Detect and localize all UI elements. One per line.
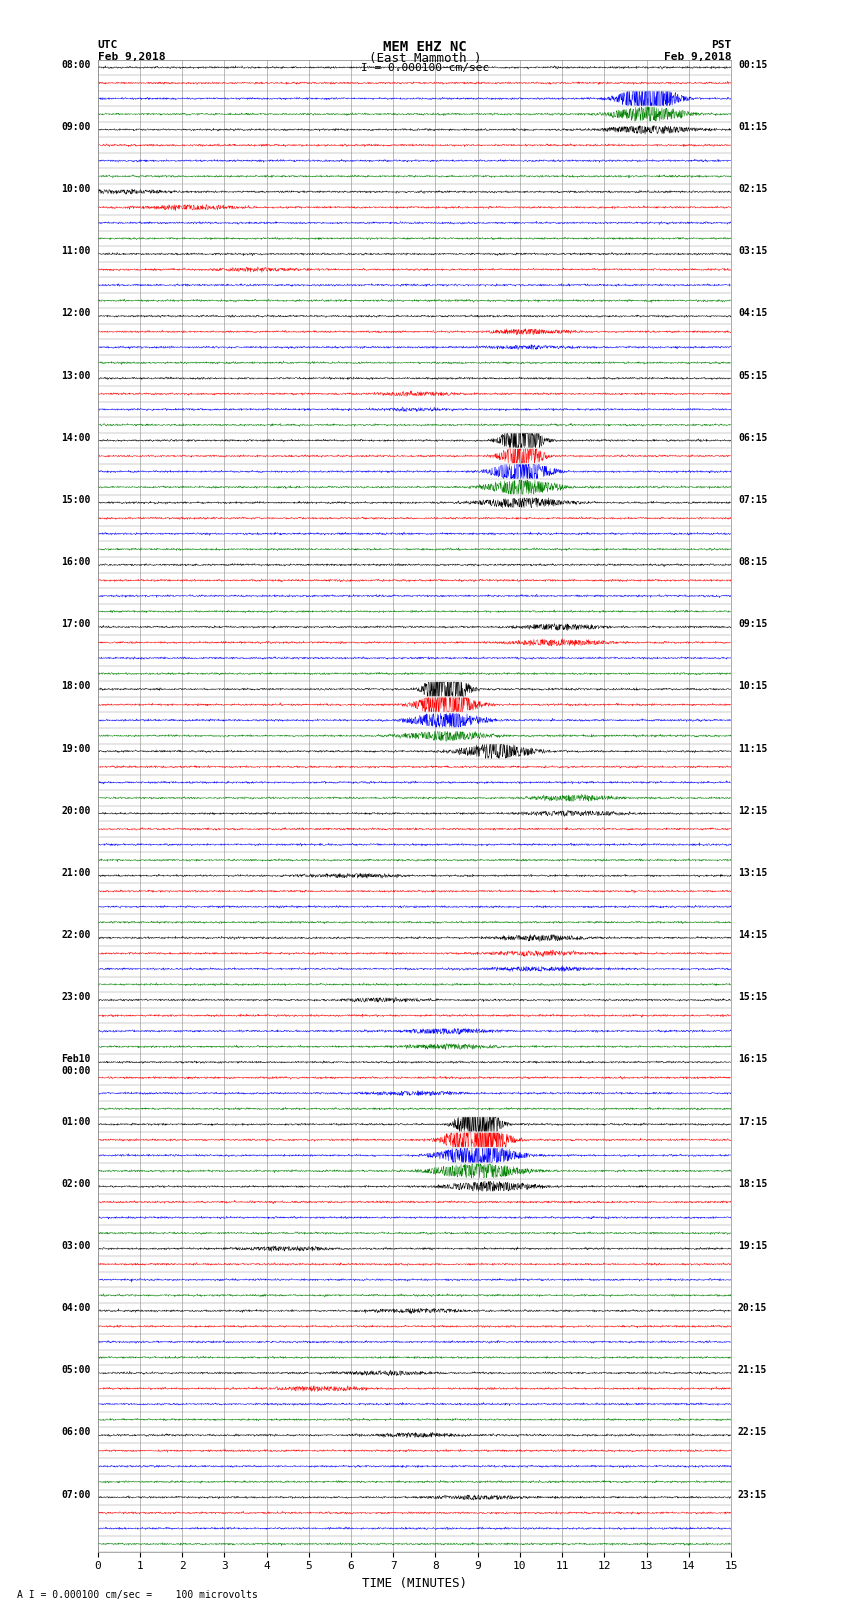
Text: 16:15: 16:15 xyxy=(738,1055,768,1065)
Text: 14:15: 14:15 xyxy=(738,931,768,940)
Text: Feb 9,2018: Feb 9,2018 xyxy=(98,52,165,61)
Text: 13:15: 13:15 xyxy=(738,868,768,877)
Text: 00:15: 00:15 xyxy=(738,60,768,69)
Text: 21:00: 21:00 xyxy=(61,868,91,877)
Text: 05:15: 05:15 xyxy=(738,371,768,381)
Text: 23:15: 23:15 xyxy=(738,1489,768,1500)
Text: 10:00: 10:00 xyxy=(61,184,91,194)
Text: 20:00: 20:00 xyxy=(61,806,91,816)
Text: MEM EHZ NC: MEM EHZ NC xyxy=(383,40,467,55)
Text: 14:00: 14:00 xyxy=(61,432,91,442)
Text: 22:15: 22:15 xyxy=(738,1428,768,1437)
Text: 17:15: 17:15 xyxy=(738,1116,768,1126)
Text: 21:15: 21:15 xyxy=(738,1365,768,1376)
Text: 15:00: 15:00 xyxy=(61,495,91,505)
Text: 03:15: 03:15 xyxy=(738,247,768,256)
Text: 15:15: 15:15 xyxy=(738,992,768,1002)
Text: Feb 9,2018: Feb 9,2018 xyxy=(664,52,731,61)
Text: I = 0.000100 cm/sec: I = 0.000100 cm/sec xyxy=(361,63,489,73)
Text: 06:15: 06:15 xyxy=(738,432,768,442)
Text: 10:15: 10:15 xyxy=(738,681,768,692)
Text: PST: PST xyxy=(711,40,731,50)
Text: Feb10
00:00: Feb10 00:00 xyxy=(61,1055,91,1076)
Text: 02:15: 02:15 xyxy=(738,184,768,194)
Text: 22:00: 22:00 xyxy=(61,931,91,940)
Text: 17:00: 17:00 xyxy=(61,619,91,629)
Text: 09:00: 09:00 xyxy=(61,123,91,132)
Text: 18:00: 18:00 xyxy=(61,681,91,692)
Text: 23:00: 23:00 xyxy=(61,992,91,1002)
Text: 12:15: 12:15 xyxy=(738,806,768,816)
Text: A I = 0.000100 cm/sec =    100 microvolts: A I = 0.000100 cm/sec = 100 microvolts xyxy=(17,1590,258,1600)
Text: 18:15: 18:15 xyxy=(738,1179,768,1189)
Text: 20:15: 20:15 xyxy=(738,1303,768,1313)
Text: (East Mammoth ): (East Mammoth ) xyxy=(369,52,481,65)
Text: 08:15: 08:15 xyxy=(738,556,768,568)
Text: 19:15: 19:15 xyxy=(738,1240,768,1250)
Text: 04:15: 04:15 xyxy=(738,308,768,318)
Text: 07:00: 07:00 xyxy=(61,1489,91,1500)
Text: 02:00: 02:00 xyxy=(61,1179,91,1189)
Text: 19:00: 19:00 xyxy=(61,744,91,753)
Text: 11:00: 11:00 xyxy=(61,247,91,256)
Text: 04:00: 04:00 xyxy=(61,1303,91,1313)
Text: 09:15: 09:15 xyxy=(738,619,768,629)
Text: 11:15: 11:15 xyxy=(738,744,768,753)
X-axis label: TIME (MINUTES): TIME (MINUTES) xyxy=(362,1578,467,1590)
Text: UTC: UTC xyxy=(98,40,118,50)
Text: 06:00: 06:00 xyxy=(61,1428,91,1437)
Text: 01:00: 01:00 xyxy=(61,1116,91,1126)
Text: 05:00: 05:00 xyxy=(61,1365,91,1376)
Text: 16:00: 16:00 xyxy=(61,556,91,568)
Text: 12:00: 12:00 xyxy=(61,308,91,318)
Text: 07:15: 07:15 xyxy=(738,495,768,505)
Text: 01:15: 01:15 xyxy=(738,123,768,132)
Text: 03:00: 03:00 xyxy=(61,1240,91,1250)
Text: 13:00: 13:00 xyxy=(61,371,91,381)
Text: 08:00: 08:00 xyxy=(61,60,91,69)
